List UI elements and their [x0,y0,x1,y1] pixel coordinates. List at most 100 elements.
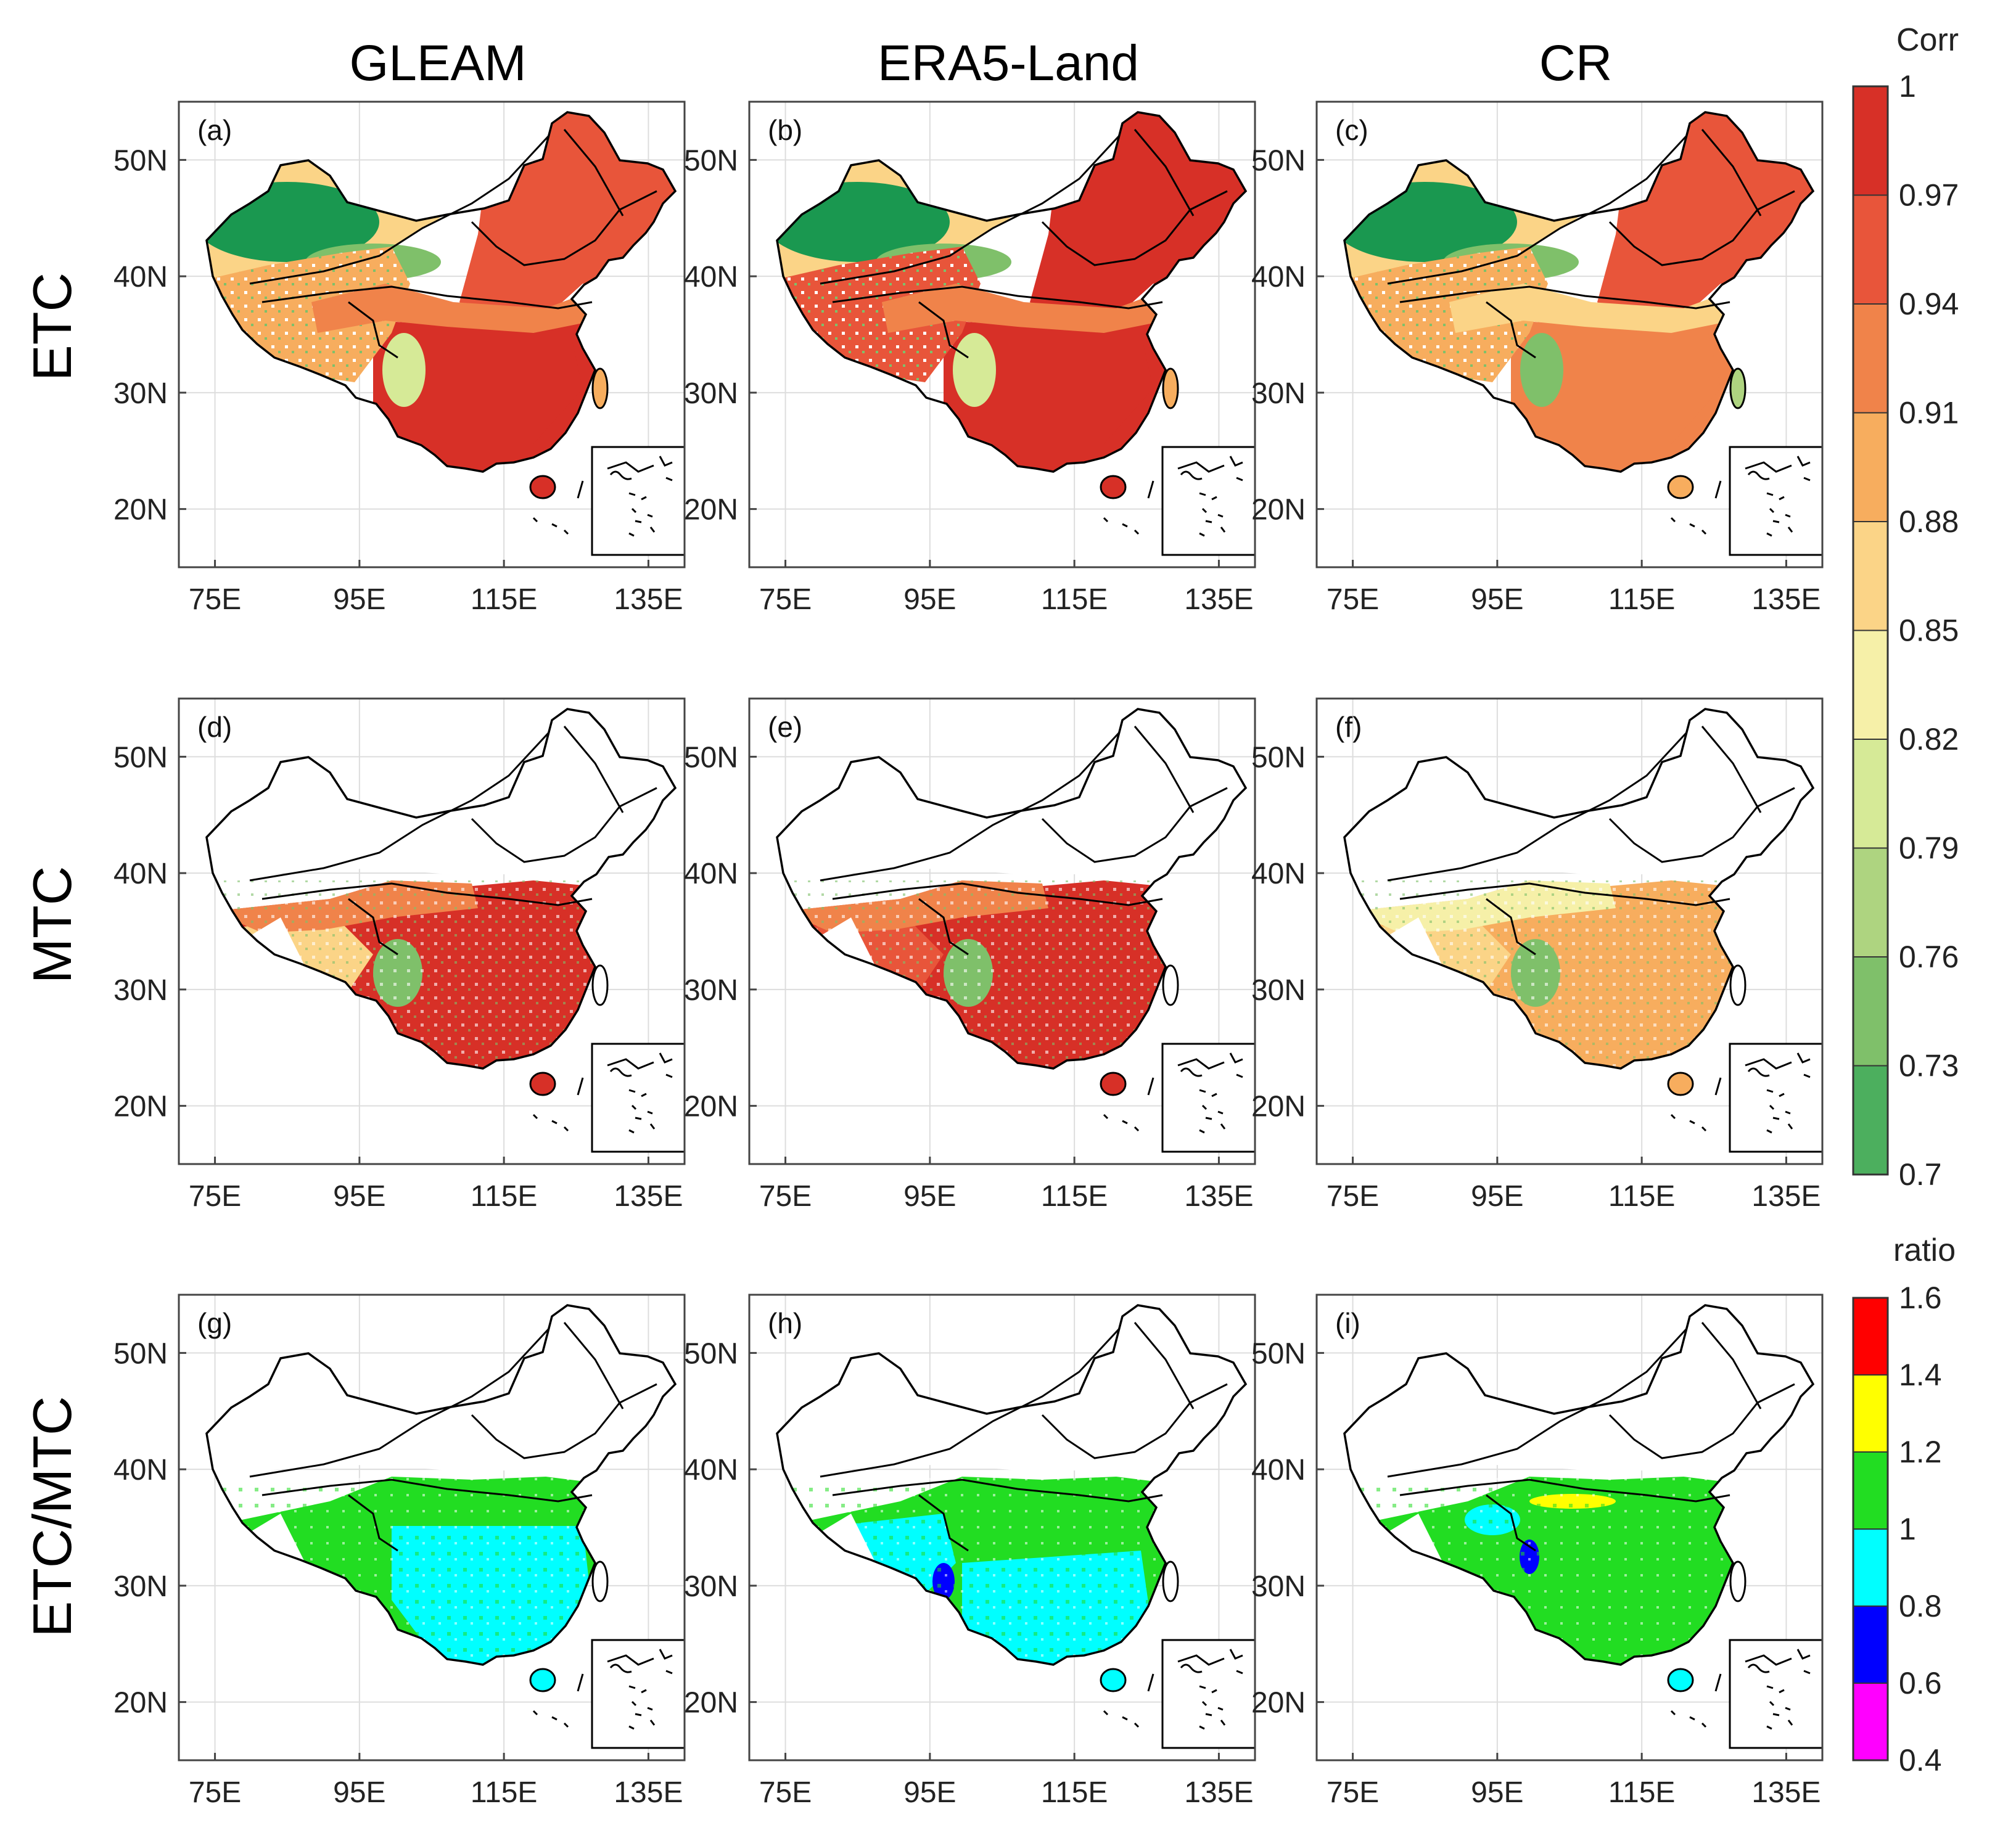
ratio-colorbar: ratio 1.6 1.4 1.2 1 0.8 0.6 0.4 [1852,1232,1956,1778]
ratio-swatch [1853,1683,1888,1761]
column-title-gleam: GLEAM [349,35,526,91]
ratio-swatch [1853,1375,1888,1453]
map-panel-b: (b) 75E 95E 115E 135E 50N 40N 30N 20N [684,100,1256,616]
map-panel-e: (e) 75E 95E 115E 135E 50N 40N 30N 20N [684,697,1256,1213]
ratio-tick-label: 0.6 [1899,1666,1942,1700]
hainan-island [1100,1072,1127,1096]
y-tick-label: 30N [1251,1570,1306,1603]
x-tick-label: 135E [614,583,683,616]
south-china-sea-inset [591,1639,686,1749]
south-china-sea-inset [591,446,686,556]
basin-boundary [1701,129,1762,216]
x-tick-label: 95E [903,1180,956,1213]
south-china-sea-inset [1729,1639,1824,1749]
panel-label: (i) [1335,1307,1360,1339]
panel-label: (d) [197,711,232,743]
y-tick-label: 40N [113,261,168,293]
inset-islands [1766,492,1793,537]
inset-islands [628,1089,656,1134]
corr-colorbar-ticks: 1 0.97 0.94 0.91 0.88 0.85 0.82 0.79 0.76 0.73 0.7 [1853,69,1959,1192]
x-tick-label: 95E [1471,583,1523,616]
y-tick-label: 50N [113,144,168,177]
ratio-colorbar-ticks: 1.6 1.4 1.2 1 0.8 0.6 0.4 [1853,1281,1942,1778]
x-tick-label: 135E [1184,1776,1253,1809]
panel-label: (e) [768,711,802,743]
x-tick-label: 75E [1327,1180,1379,1213]
panel-frame [748,1294,1256,1761]
y-tick-label: 40N [684,1454,738,1486]
x-tick-label: 75E [1327,1776,1379,1809]
region-fill [1449,284,1733,333]
column-title-era5-land: ERA5-Land [878,35,1139,91]
x-tick-label: 115E [1041,1180,1108,1213]
hainan-island [529,1668,556,1692]
inset-coast [607,1052,673,1078]
basin-boundary [261,882,593,906]
island-marks [532,480,584,535]
corr-colorbar-title: Corr [1896,22,1959,58]
taiwan-island [1729,1560,1747,1602]
y-tick-label: 50N [1251,1337,1306,1370]
island-marks [1103,1673,1154,1728]
panel-frame [1315,100,1824,568]
y-tick-label: 50N [684,741,738,774]
basin-boundary [261,1478,593,1503]
inset-coast [1745,1052,1811,1078]
panel-label: (h) [768,1307,802,1339]
panel-frame [178,1294,686,1761]
island-marks [532,1077,584,1132]
taiwan-island [591,1560,609,1602]
basin-boundary [348,1494,398,1552]
x-tick-label: 75E [759,1180,812,1213]
inset-islands [1199,1685,1226,1730]
y-tick-label: 40N [684,858,738,890]
ratio-tick-label: 1.2 [1899,1435,1942,1469]
region-fill [882,284,1166,333]
y-tick-label: 40N [1251,858,1306,890]
basin-boundary [249,134,550,285]
hainan-island [1667,1072,1694,1096]
corr-swatch [1853,848,1888,958]
y-tick-label: 40N [1251,261,1306,293]
y-tick-label: 40N [1251,1454,1306,1486]
ratio-swatch [1853,1529,1888,1607]
island-marks [1103,480,1154,535]
basin-boundary [1486,898,1536,956]
south-china-sea-inset [1161,1043,1256,1153]
panel-frame [748,100,1256,568]
x-tick-label: 75E [189,1776,241,1809]
inset-islands [1199,1089,1226,1134]
ratio-swatch [1853,1298,1888,1376]
y-tick-label: 50N [113,741,168,774]
basin-boundary [1133,726,1195,813]
hainan-island [1100,475,1127,499]
y-tick-label: 30N [1251,974,1306,1007]
hainan-island [529,475,556,499]
y-tick-label: 30N [684,377,738,410]
inset-frame [1161,1043,1256,1153]
x-tick-label: 75E [759,1776,812,1809]
map-panel-d: (d) 75E 95E 115E 135E 50N 40N 30N 20N [113,697,686,1213]
taiwan-island [1162,964,1179,1006]
inset-frame [1729,446,1824,556]
ratio-tick-label: 1.4 [1899,1358,1942,1392]
basin-boundary [1133,129,1195,216]
hainan-island [529,1072,556,1096]
y-tick-label: 20N [1251,1687,1306,1720]
x-tick-label: 135E [1184,583,1253,616]
x-tick-label: 75E [189,1180,241,1213]
x-tick-label: 95E [333,583,385,616]
island-marks [1103,1077,1154,1132]
inset-frame [591,1043,686,1153]
corr-tick-label: 0.85 [1899,613,1959,648]
hainan-island [1667,475,1694,499]
ratio-tick-label: 1 [1899,1512,1916,1546]
region-fill [1520,333,1563,407]
taiwan-island [1729,964,1747,1006]
corr-tick-label: 0.79 [1899,831,1959,866]
basin-boundary [563,129,624,216]
inset-frame [1161,1639,1256,1749]
south-china-sea-inset [591,1043,686,1153]
panel-frame [1315,697,1824,1165]
